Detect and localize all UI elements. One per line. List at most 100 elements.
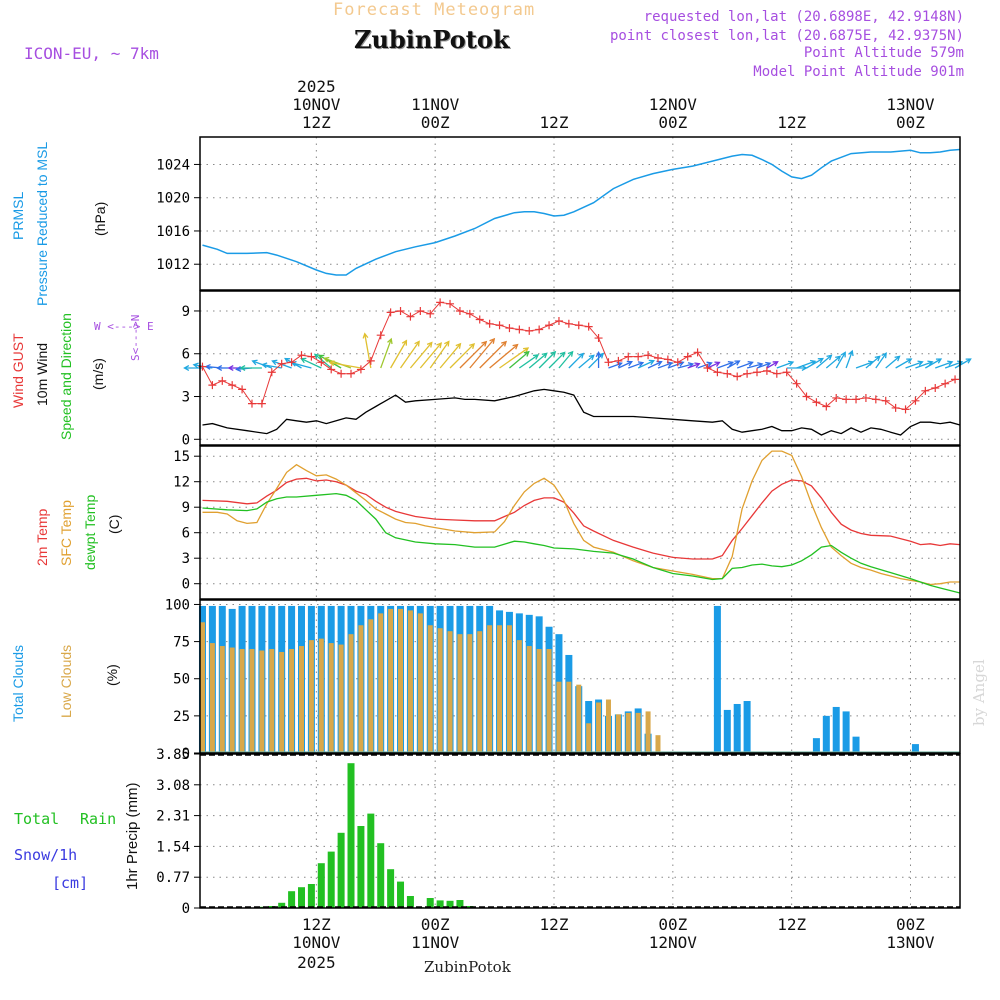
rain-bar	[446, 900, 454, 908]
top-hour-label: 00Z	[658, 113, 687, 132]
gust-marker	[891, 403, 900, 412]
compass-we-axis: W <---> E	[94, 320, 154, 333]
wind-arrow-head	[687, 362, 695, 368]
wind-arrow	[855, 361, 874, 369]
y-tick-label-temperature: 3	[182, 551, 190, 567]
gust-marker	[337, 369, 346, 378]
wind-arrow	[707, 361, 720, 369]
gust-marker	[614, 356, 623, 365]
bottom-hour-label: 00Z	[658, 915, 687, 934]
low-cloud-bar	[407, 610, 413, 753]
sfc-temp-line	[202, 450, 960, 586]
wind-arrow	[439, 343, 461, 369]
wind-arrow	[469, 338, 495, 369]
bottom-hour-label: 12Z	[777, 915, 806, 934]
gust-marker	[812, 398, 821, 407]
wind-arrow-head	[481, 340, 488, 347]
wind-arrow	[756, 362, 771, 369]
gust-marker	[594, 334, 603, 343]
total-cloud-bar	[842, 711, 850, 753]
wind-arrow-head	[947, 360, 954, 367]
wind-arrow-head	[727, 360, 735, 367]
gust-marker	[951, 375, 960, 384]
gust-marker	[505, 324, 514, 333]
bottom-hour-label: 00Z	[421, 915, 450, 934]
wind-arrow-head	[765, 361, 772, 368]
wind-arrow-head	[414, 340, 420, 347]
rain-bar	[377, 843, 385, 908]
snow-label: Snow/1h	[14, 846, 78, 864]
total-cloud-bar	[832, 706, 840, 753]
wind-arrow	[291, 362, 312, 369]
wind-arrow-head	[801, 365, 808, 371]
wind-arrow-head	[848, 349, 854, 357]
wind-arrow	[935, 361, 953, 369]
wind-arrow	[558, 351, 574, 369]
wind-arrow-head	[927, 360, 934, 367]
total-cloud-bar	[822, 715, 830, 753]
top-date-label: 10NOV	[292, 95, 341, 114]
y-tick-label-clouds: 75	[173, 635, 190, 651]
wind-arrow	[449, 343, 475, 369]
wind-arrow-head	[318, 354, 325, 361]
top-hour-label: 12Z	[302, 113, 331, 132]
wind-arrow	[677, 363, 694, 369]
wind-arrow-head	[512, 343, 519, 350]
gust-marker	[693, 348, 702, 357]
low-cloud-bar	[378, 613, 384, 753]
low-cloud-bar	[289, 649, 295, 753]
wind-arrow	[657, 362, 673, 369]
low-cloud-bar	[655, 735, 661, 753]
low-cloud-bar	[615, 714, 621, 753]
wind-arrow	[409, 342, 433, 369]
wind-arrow	[746, 363, 763, 369]
low-cloud-bar	[437, 628, 443, 753]
gust-marker	[713, 368, 722, 377]
low-cloud-bar	[358, 625, 364, 753]
low-cloud-bar	[219, 646, 225, 753]
y-tick-label-pressure: 1020	[156, 191, 190, 207]
total-cloud-bar	[911, 744, 919, 753]
gust-marker	[604, 358, 613, 367]
y-tick-label-wind: 6	[182, 347, 190, 363]
wind-arrow-head	[550, 350, 557, 357]
low-cloud-bar	[487, 625, 493, 753]
wind-arrow-head	[706, 361, 713, 368]
low-cloud-bar	[506, 625, 512, 753]
rain-bar	[436, 900, 444, 908]
low-cloud-bar	[348, 634, 354, 753]
wind-arrow-head	[455, 342, 462, 349]
wind-arrow	[399, 341, 420, 369]
y-tick-label-clouds: 100	[165, 597, 190, 613]
wind-arrow	[314, 353, 332, 369]
wind-arrow	[329, 361, 362, 369]
low-cloud-bar	[279, 651, 285, 753]
wind-arrow	[324, 357, 352, 369]
wind-arrow	[390, 340, 407, 369]
y-tick-label-clouds: 25	[173, 709, 190, 725]
rain-bar	[288, 891, 296, 908]
low-cloud-bar	[298, 646, 304, 753]
gust-marker	[475, 315, 484, 324]
gust-marker	[901, 405, 910, 414]
wind-arrow-head	[666, 361, 674, 368]
wind-arrow-head	[401, 339, 408, 346]
gust-marker	[257, 399, 266, 408]
wind-arrow-head	[271, 359, 278, 366]
location-title: ZubinPotok	[354, 25, 510, 54]
low-cloud-bar	[308, 640, 314, 753]
wind-arrow	[380, 338, 392, 369]
gust-marker	[515, 325, 524, 334]
low-cloud-bar	[457, 634, 463, 753]
wind-arrow-head	[588, 354, 595, 361]
wind-arrow-head	[284, 357, 291, 364]
y-tick-label-precip: 0	[182, 901, 190, 917]
wind-arrow	[806, 358, 824, 369]
snow-unit-label: [cm]	[52, 874, 89, 892]
wind-arrow	[835, 352, 846, 369]
wind-arrow	[825, 355, 841, 369]
gust-marker	[881, 396, 890, 405]
low-cloud-bar	[398, 608, 404, 753]
wind-arrow-head	[541, 352, 548, 359]
wind-arrow-head	[826, 354, 833, 361]
